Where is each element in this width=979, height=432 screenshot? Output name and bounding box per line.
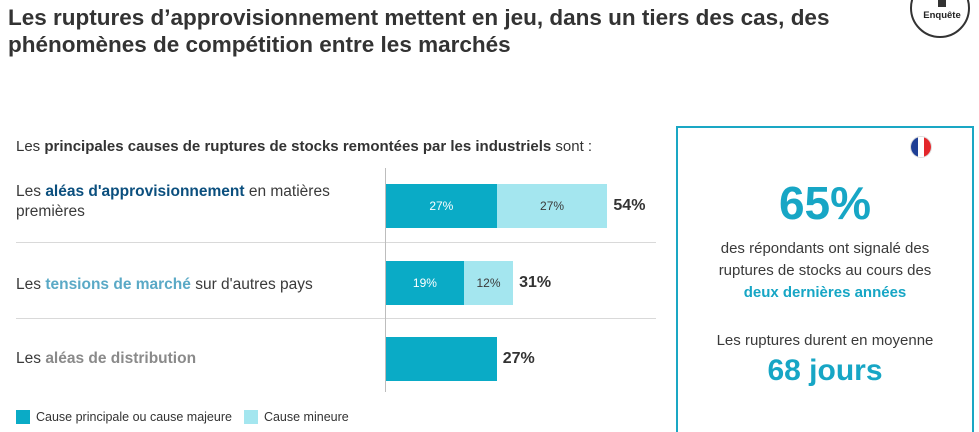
legend-label-major: Cause principale ou cause majeure xyxy=(36,410,232,424)
category-prefix: Les xyxy=(16,276,46,293)
category-keyword: aléas d'approvisionnement xyxy=(45,183,245,200)
bar-major-2: 19% xyxy=(386,261,464,305)
key-text-highlight: deux dernières années xyxy=(743,284,907,301)
flag-stripe xyxy=(917,137,925,157)
category-label-1: Les aléas d'approvisionnement en matière… xyxy=(16,182,376,222)
duration-text: Les ruptures durent en moyenne xyxy=(716,332,934,349)
bar-value-label: 19% xyxy=(412,276,437,290)
flag-stripe xyxy=(924,137,931,157)
bar-value-label: 27% xyxy=(540,199,565,213)
category-label-2: Les tensions de marché sur d'autres pays xyxy=(16,275,376,295)
legend-swatch-minor xyxy=(243,410,258,424)
bar-minor-2: 12% xyxy=(463,261,514,305)
category-keyword: tensions de marché xyxy=(45,276,191,293)
chart-intro-bold: principales causes de ruptures de stocks… xyxy=(44,138,552,155)
category-prefix: Les xyxy=(16,350,46,367)
key-percentage: 65% xyxy=(778,177,872,229)
survey-badge: Enquête xyxy=(910,0,970,38)
bar-total-label: 31% xyxy=(519,274,552,291)
bar-total-label: 27% xyxy=(502,350,535,367)
survey-icon xyxy=(938,0,946,7)
chart-axis xyxy=(385,168,386,392)
bar-value-label: 12% xyxy=(476,276,501,290)
bar-value-label: 27% xyxy=(429,199,454,213)
bar-minor-1: 27% xyxy=(496,184,608,228)
category-keyword: aléas de distribution xyxy=(45,350,197,367)
category-prefix: Les xyxy=(16,183,46,200)
duration-value: 68 jours xyxy=(767,354,883,387)
chart-legend: Cause principale ou cause majeure Cause … xyxy=(16,410,349,424)
category-suffix: en matières premières xyxy=(16,183,330,220)
legend-label-minor: Cause mineure xyxy=(263,410,349,424)
survey-badge-label: Enquête xyxy=(923,10,961,21)
row-divider xyxy=(16,242,656,243)
chart-intro-suffix: sont : xyxy=(551,138,593,155)
key-text-line-1: des répondants ont signalé des xyxy=(720,240,930,257)
bar-total-label: 54% xyxy=(613,197,646,214)
legend-swatch-major xyxy=(16,410,30,424)
key-figures-panel: 65% des répondants ont signalé des ruptu… xyxy=(676,126,974,432)
category-label-3: Les aléas de distribution xyxy=(16,349,376,369)
bar-major-1: 27% xyxy=(386,184,497,228)
key-text-line-2: ruptures de stocks au cours des xyxy=(718,262,932,279)
row-divider xyxy=(16,318,656,319)
france-flag-icon xyxy=(910,136,932,158)
chart-intro-prefix: Les xyxy=(16,138,45,155)
bar-major-3 xyxy=(386,337,497,381)
category-suffix: sur d'autres pays xyxy=(190,276,313,293)
chart-intro: Les principales causes de ruptures de st… xyxy=(16,138,592,155)
page-title: Les ruptures d’approvisionnement mettent… xyxy=(8,5,830,57)
flag-stripe xyxy=(911,137,918,157)
